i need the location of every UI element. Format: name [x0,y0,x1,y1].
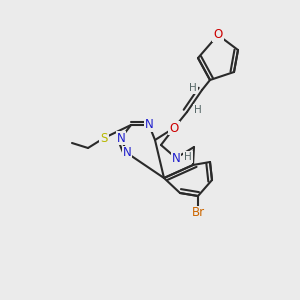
Text: H: H [194,105,202,115]
Text: O: O [213,28,223,41]
Text: S: S [100,131,108,145]
Text: O: O [169,122,178,134]
Text: H: H [184,152,192,162]
Text: N: N [172,152,180,164]
Text: N: N [117,131,125,145]
Text: H: H [189,83,197,93]
Text: N: N [145,118,153,131]
Text: N: N [123,146,131,160]
Text: Br: Br [191,206,205,220]
